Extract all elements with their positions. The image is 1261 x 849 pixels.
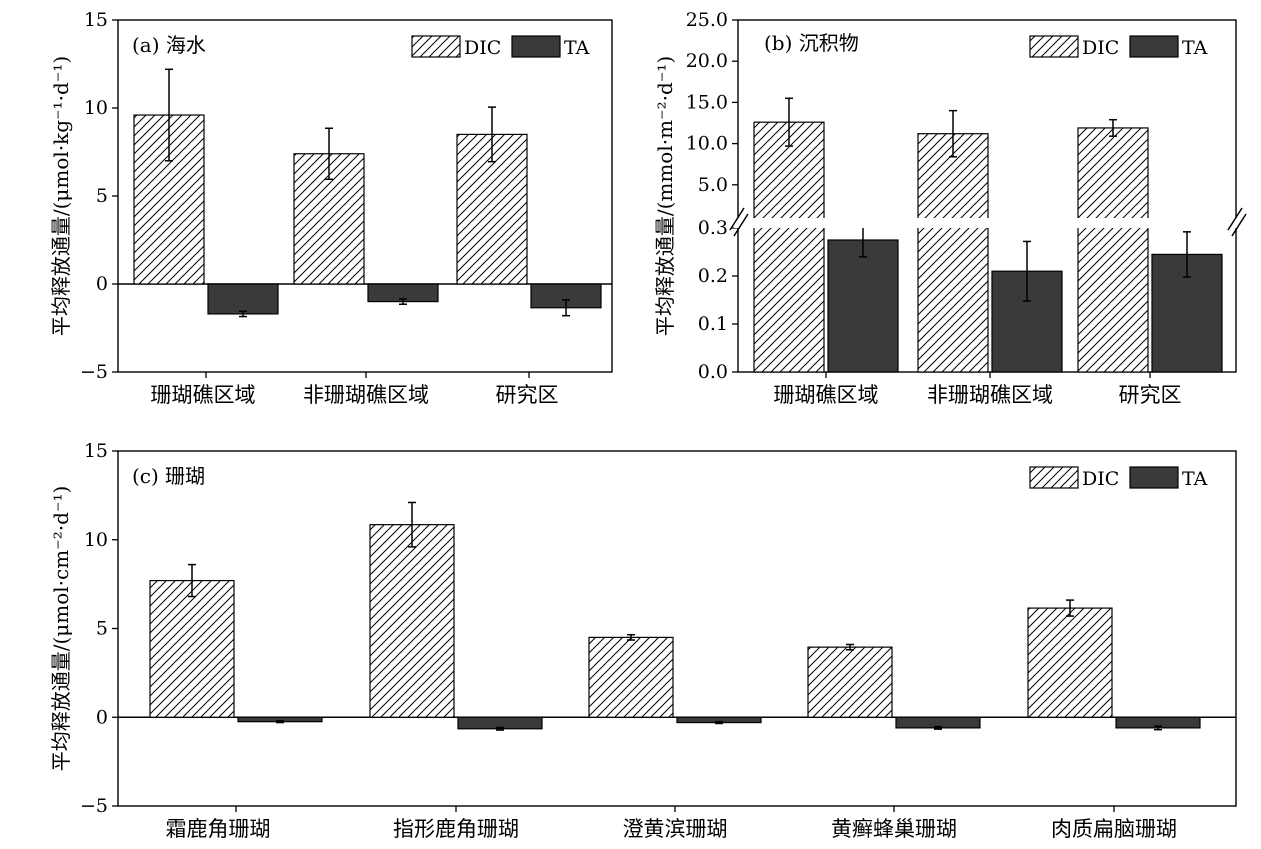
panel-title: (c) 珊瑚 <box>132 464 205 488</box>
y-tick-label: 5 <box>96 618 108 640</box>
bar-dic <box>807 646 893 718</box>
y-tick-label: 0.0 <box>698 361 728 383</box>
legend-swatch-ta <box>1129 35 1179 58</box>
bar-dic <box>1077 127 1149 373</box>
y-tick-label: 5 <box>96 185 108 207</box>
y-tick-label: 10.0 <box>686 133 728 155</box>
bar-dic <box>456 133 528 285</box>
error-bar-ta <box>239 310 247 318</box>
error-bar-ta <box>1154 725 1162 731</box>
x-category-label: 研究区 <box>496 383 559 407</box>
y-tick-label: 0.3 <box>698 217 728 239</box>
error-bar-ta <box>399 298 407 305</box>
legend-label-dic: DIC <box>1082 37 1119 59</box>
legend-label-dic: DIC <box>464 37 501 59</box>
x-category-label: 黄癣蜂巢珊瑚 <box>831 817 957 841</box>
x-category-label: 珊瑚礁区域 <box>151 383 256 407</box>
error-bar-dic <box>785 97 793 147</box>
x-category-label: 澄黄滨珊瑚 <box>623 817 728 841</box>
bar-dic <box>588 636 674 718</box>
axis-break-mark-left <box>729 207 745 231</box>
x-category-label: 肉质扁脑珊瑚 <box>1051 817 1177 841</box>
error-bar-ta <box>715 720 723 725</box>
bar-dic <box>149 579 235 718</box>
y-tick-label: 15 <box>84 9 108 31</box>
legend-label-ta: TA <box>564 37 590 59</box>
y-axis-label: 平均释放通量/(μmol·kg⁻¹·d⁻¹) <box>49 56 73 336</box>
bar-dic <box>917 133 989 373</box>
legend-swatch-ta <box>511 35 561 58</box>
y-tick-label: 0 <box>96 273 108 295</box>
error-bar-dic <box>846 643 854 651</box>
error-bar-ta <box>1183 231 1191 278</box>
bar-dic <box>1027 607 1113 718</box>
panel-title: (a) 海水 <box>132 33 206 57</box>
bar-dic <box>753 121 825 373</box>
y-tick-label: 15 <box>84 440 108 462</box>
legend-label-ta: TA <box>1182 37 1208 59</box>
error-bar-dic <box>488 106 496 163</box>
y-tick-label: 15.0 <box>686 91 728 113</box>
panel-a-seawater-chart: −5 0 5 10 15 珊瑚礁区域 非珊瑚礁区域 研究区 (a) 海水 DIC TA 平均释放通量/… <box>49 9 613 407</box>
panel-title: (b) 沉积物 <box>764 31 859 55</box>
error-bar-ta <box>276 720 284 724</box>
axis-break-mark-right <box>1231 213 1247 237</box>
legend-swatch-dic <box>1029 35 1079 58</box>
panel-c-coral-chart: −5 0 5 10 15 霜鹿角珊瑚 指形鹿角珊瑚 澄黄滨珊瑚 黄癣蜂巢珊瑚 肉质扁脑珊瑚 (c) … <box>49 440 1237 841</box>
legend-label-dic: DIC <box>1082 468 1119 490</box>
legend-swatch-dic <box>411 35 461 58</box>
legend-label-ta: TA <box>1182 468 1208 490</box>
x-category-label: 非珊瑚礁区域 <box>303 383 429 407</box>
axis-break-gap <box>739 218 1235 228</box>
y-axis-label: 平均释放通量/(μmol·cm⁻²·d⁻¹) <box>49 486 73 772</box>
x-category-label: 霜鹿角珊瑚 <box>166 817 271 841</box>
y-tick-label: 10 <box>84 97 108 119</box>
y-tick-label: 5.0 <box>698 174 728 196</box>
error-bar-dic <box>627 633 635 641</box>
error-bar-ta <box>562 299 570 317</box>
axis-break-gap-right <box>1232 218 1240 228</box>
error-bar-ta <box>496 726 504 731</box>
y-tick-label: 25.0 <box>686 9 728 31</box>
error-bar-ta <box>934 725 942 730</box>
axis-break-mark-right <box>1227 207 1243 231</box>
y-axis-label: 平均释放通量/(mmol·m⁻²·d⁻¹) <box>653 56 677 336</box>
error-bar-dic <box>325 127 333 181</box>
x-category-label: 研究区 <box>1119 383 1182 407</box>
error-bar-ta <box>1023 240 1031 302</box>
y-tick-label: 0.2 <box>698 265 728 287</box>
error-bar-dic <box>949 109 957 158</box>
error-bar-dic <box>408 501 416 548</box>
bar-dic <box>369 524 455 718</box>
x-category-label: 珊瑚礁区域 <box>774 383 879 407</box>
error-bar-dic <box>165 68 173 162</box>
panel-b-sediment-chart: 5.0 10.0 15.0 20.0 25.0 0.0 0.1 0.2 0.3 珊瑚礁区域 非珊瑚礁… <box>653 9 1247 407</box>
y-tick-label: −5 <box>80 795 108 817</box>
legend-swatch-ta <box>1129 466 1179 489</box>
bar-dic <box>293 153 365 285</box>
error-bar-dic <box>188 563 196 598</box>
x-category-label: 指形鹿角珊瑚 <box>393 817 519 841</box>
legend-swatch-dic <box>1029 466 1079 489</box>
x-category-label: 非珊瑚礁区域 <box>927 383 1053 407</box>
axis-break-mark-left <box>733 213 749 237</box>
y-tick-label: −5 <box>80 361 108 383</box>
y-tick-label: 0 <box>96 706 108 728</box>
y-tick-label: 0.1 <box>698 313 728 335</box>
y-tick-label: 20.0 <box>686 50 728 72</box>
error-bar-dic <box>1109 118 1117 137</box>
error-bar-dic <box>1066 599 1074 617</box>
y-tick-label: 10 <box>84 529 108 551</box>
axis-break-gap-left <box>734 218 742 228</box>
bar-ta <box>827 239 899 373</box>
bar-ta <box>207 283 279 315</box>
